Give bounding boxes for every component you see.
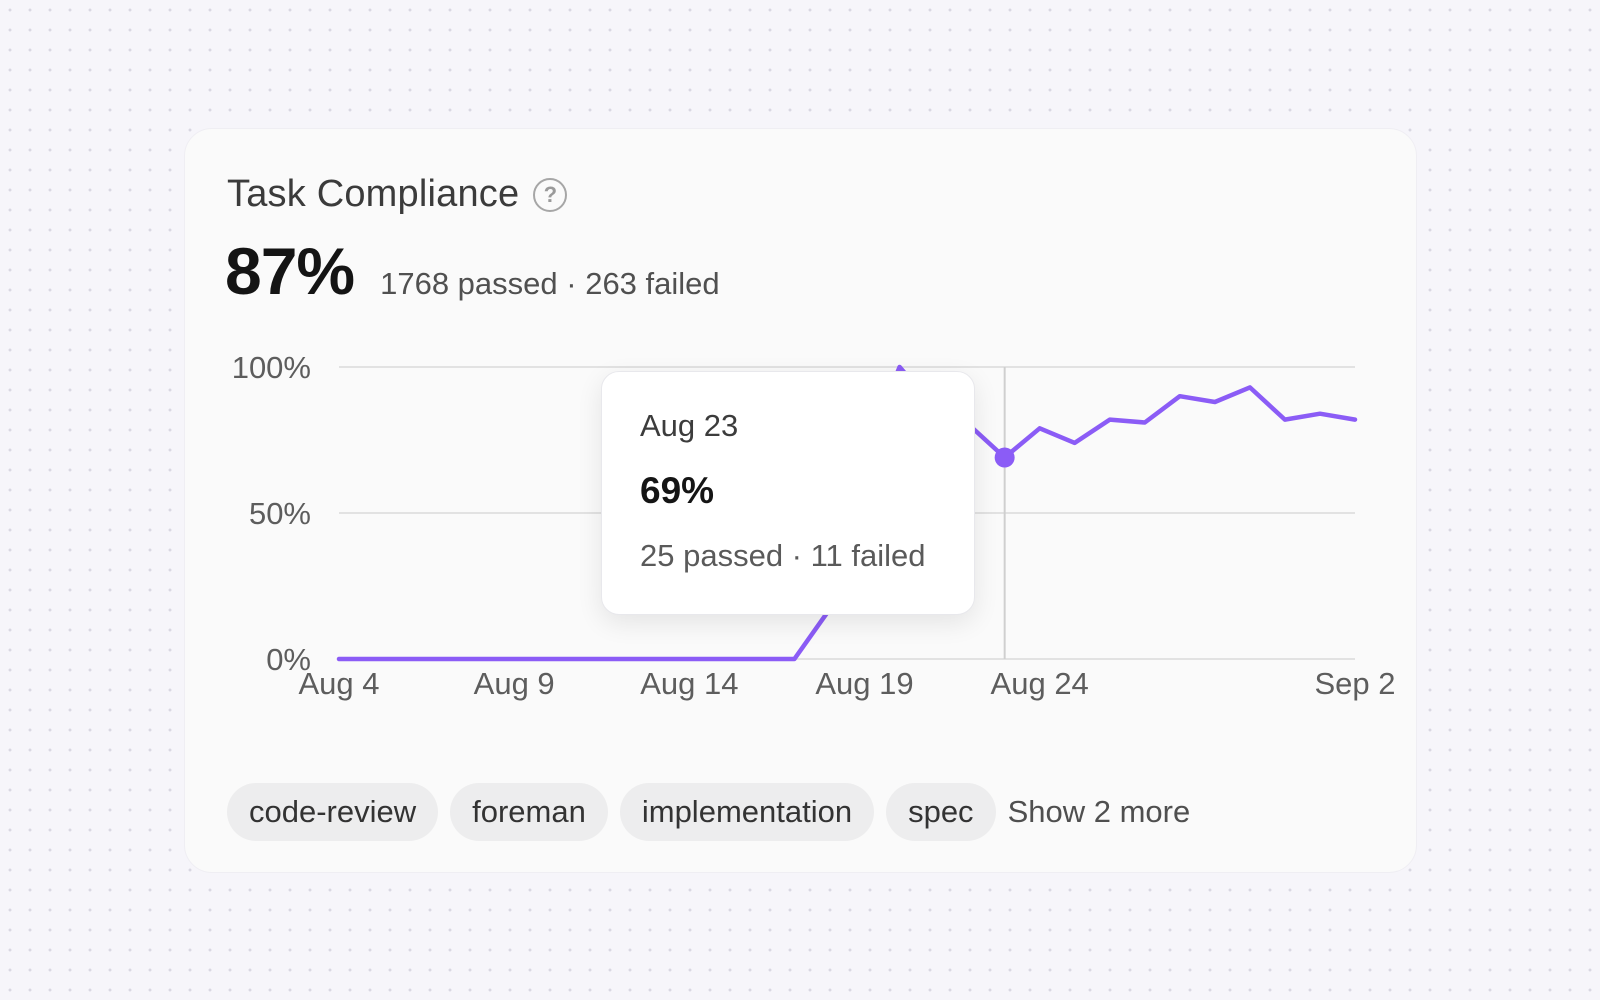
y-tick-label: 50% [249,496,311,531]
compliance-line-chart[interactable]: 100% 50% 0%Aug 4 Aug 9 Aug 14 Aug 19 Aug 24 Sep… [185,129,1418,769]
highlight-point[interactable] [994,447,1015,468]
x-tick-label: Aug 14 [640,666,738,701]
tag-chip[interactable]: implementation [619,783,875,841]
show-more-link[interactable]: Show 2 more [1007,794,1191,829]
y-tick-label: 100% [232,350,311,385]
tag-chip[interactable]: foreman [450,783,608,841]
tooltip-summary: 25 passed · 11 failed [640,538,926,573]
tag-chip[interactable]: spec [886,783,996,841]
tooltip-value: 69% [640,470,715,511]
y-tick-label: 0% [266,642,311,677]
chart-tooltip: Aug 23 69% 25 passed · 11 failed [601,371,975,615]
metric-row: 87% 1768 passed · 263 failed [225,233,720,309]
card-title: Task Compliance [227,173,520,215]
question-circle-icon[interactable]: ? [533,177,568,212]
tag-list: code-review foreman implementation spec … [227,783,1190,841]
task-compliance-card: Task Compliance ? 87% 1768 passed · 263 … [184,128,1417,873]
compliance-summary: 1768 passed · 263 failed [380,266,720,301]
x-tick-label: Aug 19 [815,666,913,701]
title-row: Task Compliance ? [227,173,568,216]
tooltip-date: Aug 23 [640,408,739,443]
compliance-percentage: 87% [225,234,355,308]
x-tick-label: Sep 2 [1314,666,1395,701]
x-tick-label: Aug 9 [474,666,555,701]
x-tick-label: Aug 4 [298,666,379,701]
x-tick-label: Aug 24 [991,666,1089,701]
tag-chip[interactable]: code-review [227,783,439,841]
